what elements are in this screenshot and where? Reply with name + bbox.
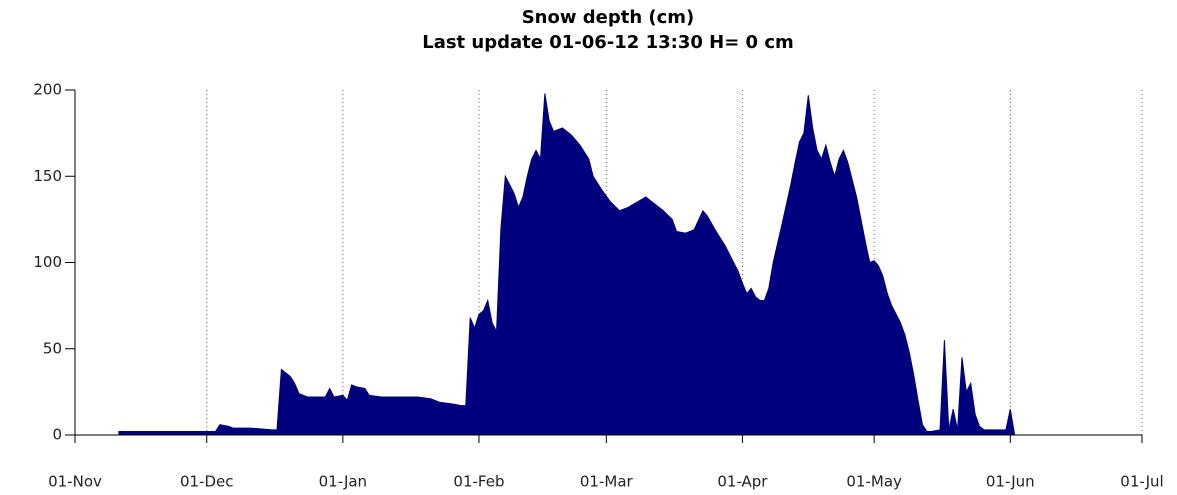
x-tick-label: 01-Jan [319, 473, 367, 491]
x-tick-label: 01-Jul [1120, 473, 1163, 491]
y-tick-label: 50 [43, 339, 62, 357]
x-tick-label: 01-Mar [580, 473, 634, 491]
x-tick-label: 01-May [846, 473, 902, 491]
x-tick-label: 01-Jun [986, 473, 1035, 491]
x-tick-label: 01-Apr [717, 473, 768, 491]
chart-subtitle: Last update 01-06-12 13:30 H= 0 cm [422, 32, 794, 53]
y-tick-label: 0 [52, 426, 62, 444]
x-tick-label: 01-Feb [453, 473, 504, 491]
area [118, 93, 1016, 436]
y-tick-label: 150 [33, 167, 62, 185]
chart-title: Snow depth (cm) [522, 7, 695, 28]
y-tick-label: 200 [33, 81, 62, 99]
y-tick-label: 100 [33, 253, 62, 271]
x-tick-label: 01-Dec [180, 473, 234, 491]
x-tick-label: 01-Nov [48, 473, 102, 491]
